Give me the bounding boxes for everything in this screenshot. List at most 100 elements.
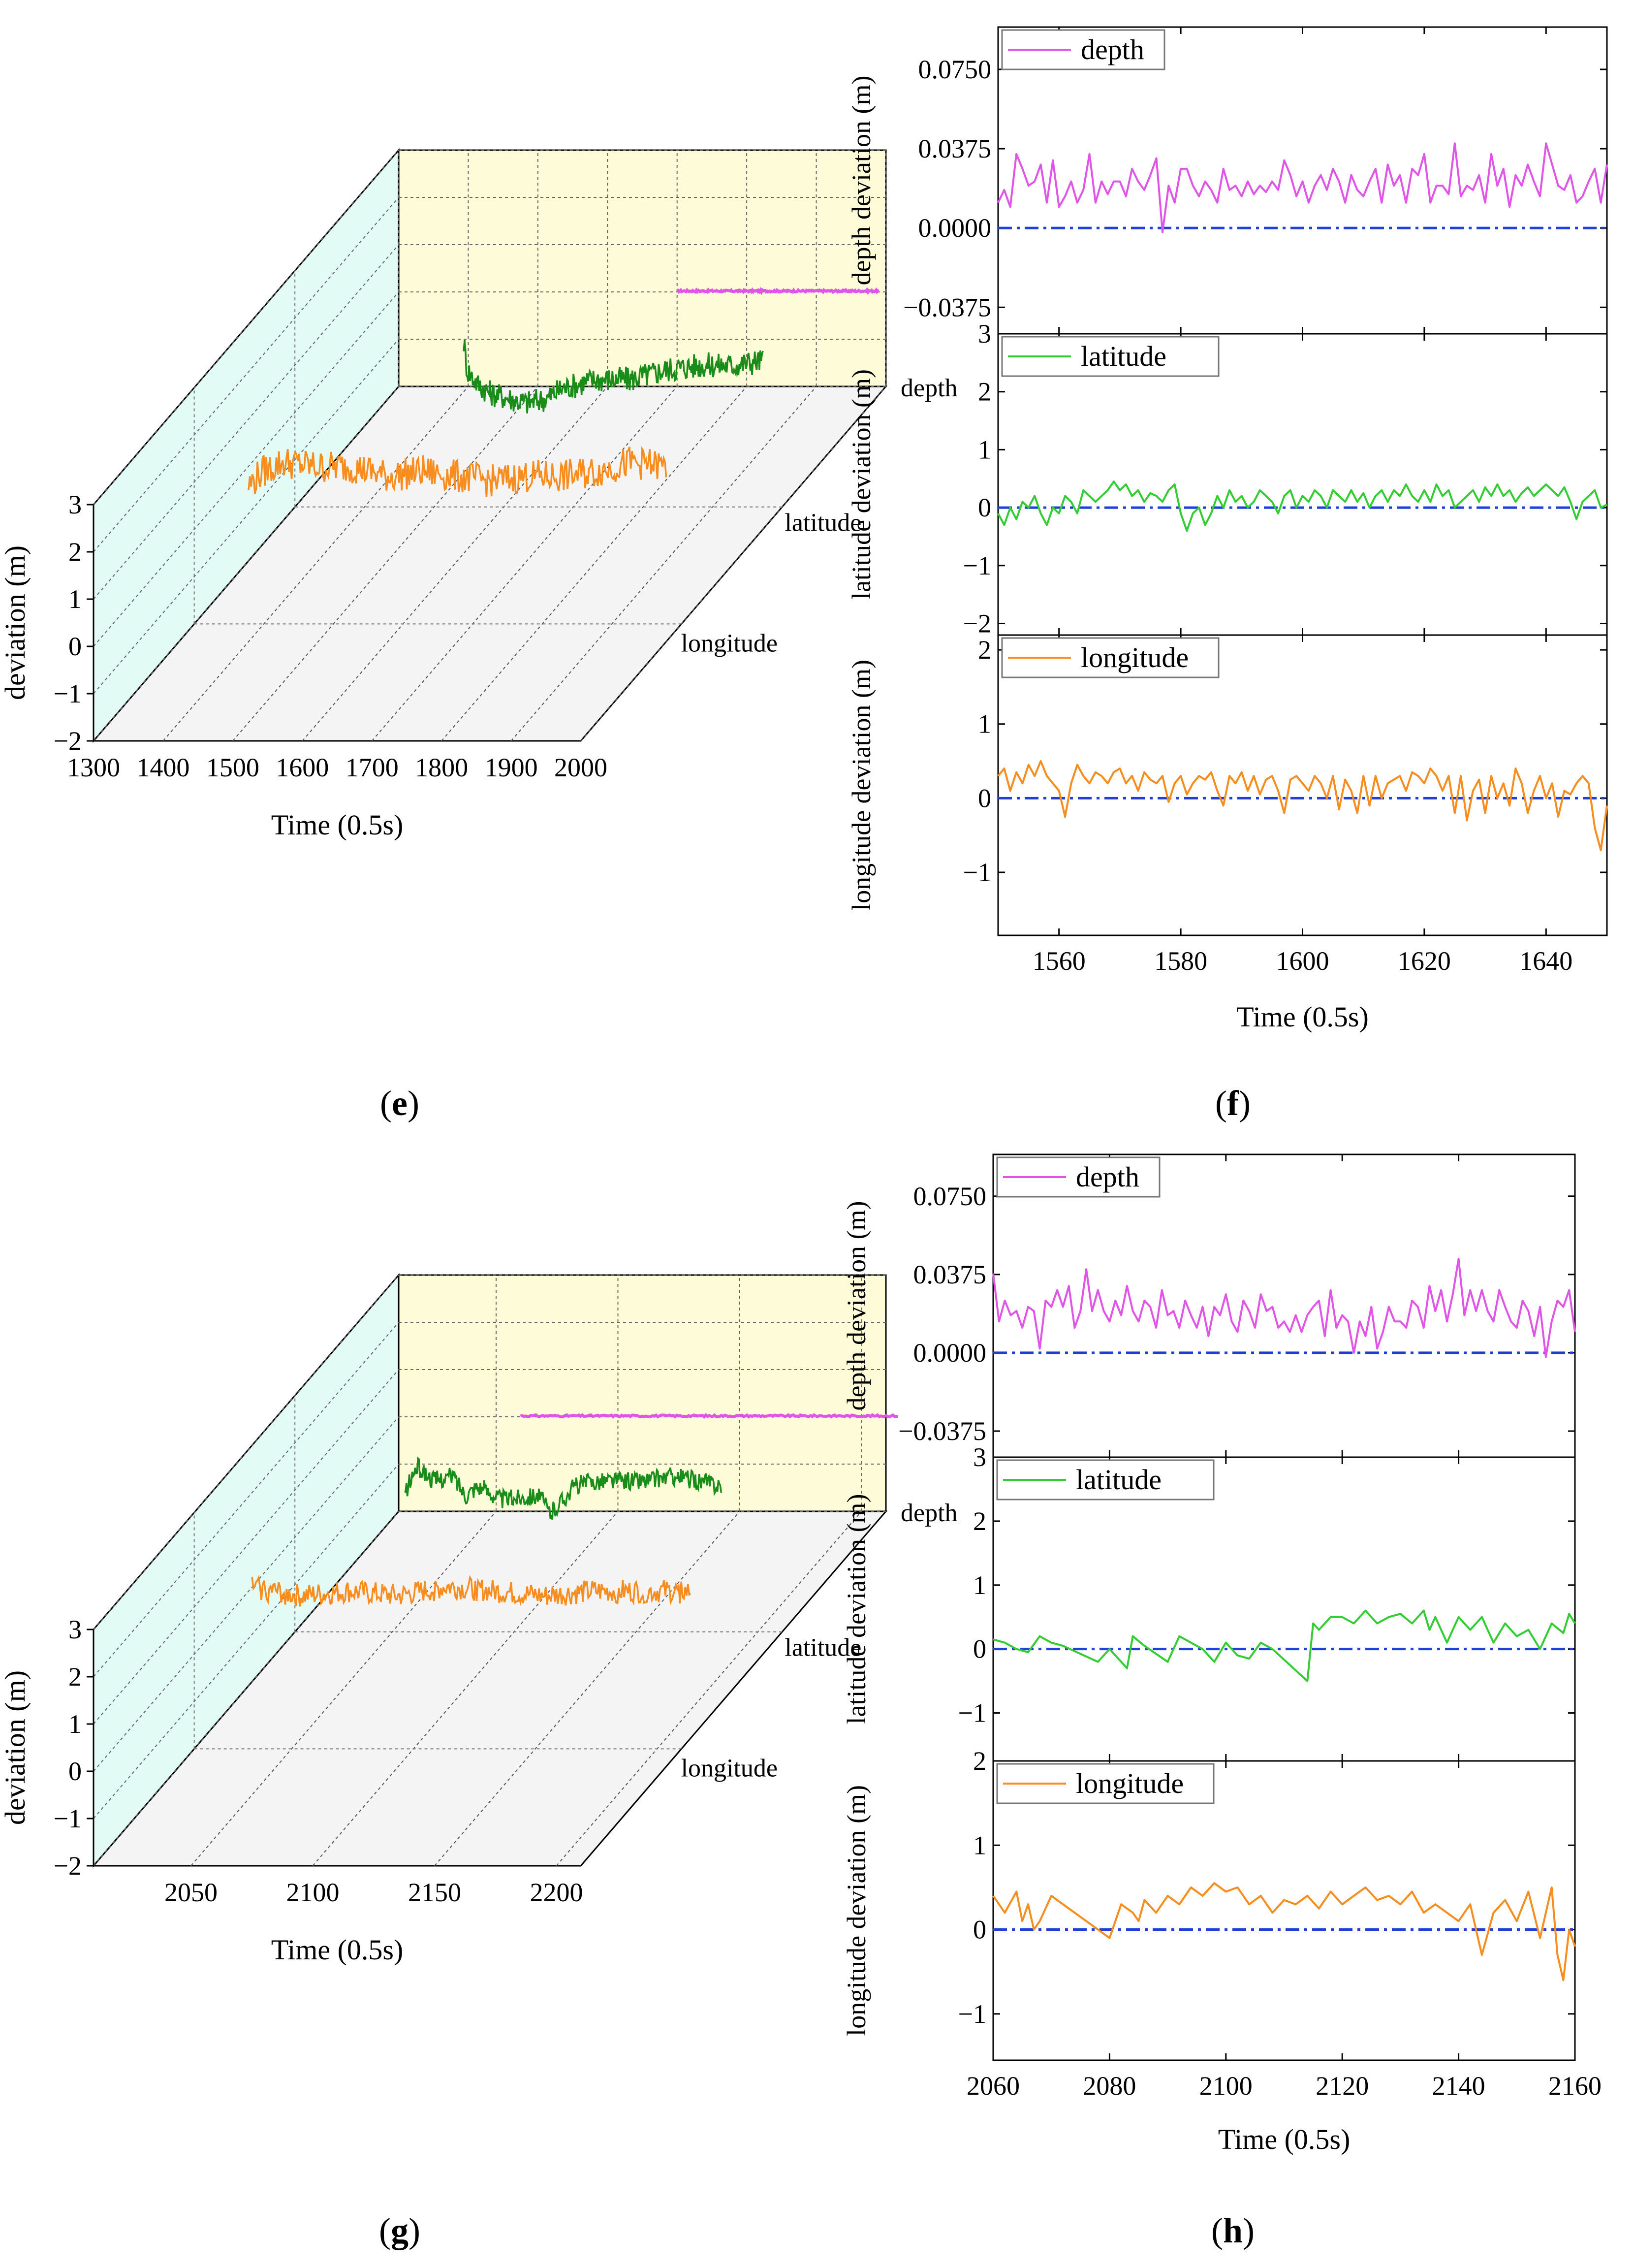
x-axis-label: Time (0.5s): [271, 809, 404, 841]
chart-e: −2 −1 0 1 2 3 deviation (m) 1300 1400 1500 1600 170…: [0, 148, 958, 841]
panel-label-open: (: [1215, 1084, 1227, 1123]
depth-legend-label: depth: [1081, 33, 1144, 65]
y-tick-label: 1: [978, 435, 991, 464]
latitude-ylabel: latitude deviation (m): [847, 369, 876, 600]
longitude-ylabel: longitude deviation (m): [847, 660, 876, 911]
longitude-axis-label: longitude: [681, 629, 778, 657]
depth-legend-label: depth: [1076, 1161, 1139, 1193]
y-tick-label: 1: [973, 1570, 986, 1600]
y-tick-label: 0.0750: [913, 1182, 987, 1211]
x-tick-label: 1620: [1398, 946, 1451, 976]
longitude-series-line: [992, 1882, 1576, 1981]
y-tick-label: −0.0375: [898, 1416, 986, 1446]
subplot-latitude-frame: [992, 1456, 1576, 1762]
longitude-3d-series-line: [248, 446, 667, 497]
floor-grid-line: [556, 1511, 862, 1866]
x-tick-label: 1600: [276, 753, 329, 782]
x-tick-label: 1700: [346, 753, 399, 782]
subplot-depth: −0.0375 0.0000 0.0375 0.0750 depth deviation…: [842, 1153, 1576, 1458]
floor-grid-line: [190, 1511, 497, 1866]
x-tick-label: 1600: [1276, 946, 1329, 976]
y-tick-label: 0.0375: [913, 1260, 987, 1289]
y-tick-label: 2: [973, 1506, 986, 1536]
panel-label-letter: e: [392, 1084, 408, 1123]
wall-grid-line: [93, 1369, 399, 1725]
panel-label-close: ): [1239, 1084, 1251, 1123]
x-tick-label: 1640: [1519, 946, 1572, 976]
y-tick-label: 0: [973, 1915, 986, 1945]
wall-grid-line: [93, 339, 399, 694]
x-tick-label: 1580: [1154, 946, 1207, 976]
x-tick-label: 2120: [1316, 2071, 1369, 2101]
floor-grid-line: [162, 386, 469, 741]
y-tick-label: 1: [978, 709, 991, 739]
wall-grid-line: [93, 1322, 399, 1677]
x-axis-label: Time (0.5s): [271, 1934, 404, 1966]
panel-label-open: (: [1211, 2211, 1223, 2250]
subplot-longitude-frame: [992, 1760, 1576, 2061]
y-tick-label: 3: [68, 1615, 82, 1644]
wall-grid-line: [93, 150, 399, 505]
y-tick-label: 2: [978, 377, 991, 407]
x-tick-label: 2100: [1199, 2071, 1253, 2101]
x-axis-label: Time (0.5s): [1218, 2123, 1351, 2155]
subplot-depth-frame: [997, 26, 1608, 335]
y-tick-label: 1: [68, 584, 82, 614]
subplot-longitude: −1 0 1 2 2060 2080 2100 2120 2140 2160 longitude d…: [842, 1746, 1602, 2101]
y-tick-label: 0: [978, 783, 991, 813]
subplot-latitude: −2 −1 0 1 2 3 latitude deviation (m) latitude: [847, 319, 1608, 638]
y-tick-label: 1: [68, 1709, 82, 1739]
panel-label-close: ): [1243, 2211, 1255, 2250]
y-tick-label: 2: [68, 1662, 82, 1692]
floor-grid-line: [302, 386, 608, 741]
y-tick-label: −0.0375: [903, 292, 991, 322]
latitude-legend-label: latitude: [1076, 1464, 1162, 1496]
wall-grid-line: [93, 1511, 399, 1866]
longitude-legend-label: longitude: [1081, 641, 1189, 673]
longitude-legend-label: longitude: [1076, 1767, 1184, 1799]
subplot-longitude-frame: [997, 634, 1608, 936]
floor-grid-line: [510, 386, 817, 741]
subplot-longitude: −1 0 1 2 1560 1580 1600 1620 1640 longitude devia…: [847, 634, 1608, 976]
floor-grid-line: [371, 386, 678, 741]
y-axis-label: deviation (m): [0, 545, 31, 700]
x-tick-label: 1300: [67, 753, 120, 782]
wall-grid-line: [93, 1416, 399, 1772]
latitude-series-line: [997, 480, 1607, 532]
y-tick-label: 0.0375: [918, 134, 992, 163]
y-tick-label: −1: [963, 858, 991, 887]
x-axis-label: Time (0.5s): [1236, 1001, 1369, 1033]
y-tick-label: 0.0000: [918, 213, 992, 243]
x-tick-label: 2000: [554, 753, 607, 782]
y-tick-label: −1: [958, 1999, 986, 2029]
panel-label-letter: g: [391, 2211, 408, 2250]
panel-label: (g): [379, 2211, 420, 2250]
x-tick-label: 2060: [967, 2071, 1020, 2101]
floor-grid-line: [580, 386, 886, 741]
y-tick-label: −2: [54, 1851, 82, 1881]
depth-ylabel: depth deviation (m): [847, 76, 876, 286]
x-tick-label: 2100: [286, 1878, 340, 1907]
y-tick-label: −1: [54, 679, 82, 708]
y-tick-label: 3: [68, 490, 82, 519]
x-tick-label: 1900: [485, 753, 538, 782]
panel-label: (e): [380, 1084, 419, 1123]
y-tick-label: 2: [68, 537, 82, 567]
y-tick-label: 0: [68, 1757, 82, 1786]
depth-ylabel: depth deviation (m): [842, 1201, 871, 1411]
x-tick-label: 2140: [1432, 2071, 1485, 2101]
longitude-axis-label: longitude: [681, 1754, 778, 1782]
x-tick-label: 1400: [136, 753, 189, 782]
chart-f: −0.0375 0.0000 0.0375 0.0750 depth deviation…: [847, 26, 1608, 1033]
depth-axis-label: depth: [901, 1499, 958, 1527]
latitude-3d-series-line: [404, 1456, 723, 1520]
panel-label: (f): [1215, 1084, 1251, 1123]
x-tick-label: 2200: [530, 1878, 583, 1907]
longitude-series-line: [997, 760, 1608, 851]
latitude-axis-label: latitude: [785, 1634, 861, 1662]
depth-3d-series-line: [520, 1413, 898, 1419]
y-tick-label: 0: [68, 632, 82, 661]
latitude-3d-series-line: [463, 340, 764, 414]
x-tick-label: 1800: [415, 753, 468, 782]
